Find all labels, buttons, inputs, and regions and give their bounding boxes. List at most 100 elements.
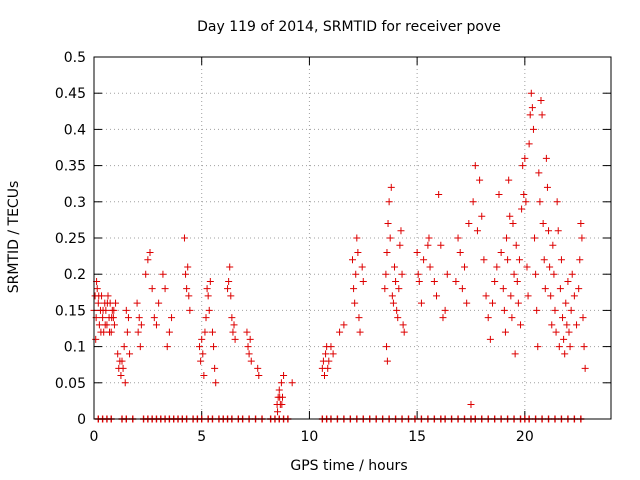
- data-point: [542, 154, 550, 162]
- data-point: [509, 220, 517, 228]
- data-point: [397, 227, 405, 235]
- data-point: [578, 234, 586, 242]
- y-tick-label: 0.35: [55, 159, 86, 175]
- data-point: [526, 111, 534, 119]
- data-point: [513, 277, 521, 285]
- data-point: [353, 234, 361, 242]
- data-point: [507, 292, 515, 300]
- data-point: [137, 321, 145, 329]
- data-point: [504, 256, 512, 264]
- y-tick-label: 0.4: [64, 122, 86, 138]
- data-point: [210, 343, 218, 351]
- data-point: [352, 270, 360, 278]
- data-point: [231, 335, 239, 343]
- data-point: [205, 306, 213, 314]
- data-point: [382, 270, 390, 278]
- data-point: [493, 263, 501, 271]
- data-point: [122, 306, 130, 314]
- data-point: [359, 277, 367, 285]
- data-point: [393, 306, 401, 314]
- data-point: [420, 256, 428, 264]
- data-point: [437, 241, 445, 249]
- data-point: [112, 299, 120, 307]
- data-point: [414, 270, 422, 278]
- data-point: [243, 328, 251, 336]
- data-point: [229, 328, 237, 336]
- data-point: [355, 314, 363, 322]
- data-point: [95, 292, 103, 300]
- y-tick-label: 0.3: [64, 195, 86, 211]
- data-point: [443, 270, 451, 278]
- x-tick-label: 5: [197, 429, 206, 445]
- data-point: [557, 256, 565, 264]
- data-point: [463, 299, 471, 307]
- data-point: [491, 277, 499, 285]
- data-point: [387, 183, 395, 191]
- data-point: [277, 379, 285, 387]
- data-point: [288, 379, 296, 387]
- data-point: [99, 306, 107, 314]
- data-point: [182, 270, 190, 278]
- data-point: [540, 256, 548, 264]
- data-point: [566, 343, 574, 351]
- data-point: [519, 162, 527, 170]
- data-point: [556, 285, 564, 293]
- data-point: [388, 292, 396, 300]
- y-tick-label: 0.15: [55, 303, 86, 319]
- data-point: [425, 234, 433, 242]
- data-point: [206, 277, 214, 285]
- data-point: [524, 292, 532, 300]
- data-point: [555, 343, 563, 351]
- y-axis-label: SRMTID / TECUs: [6, 181, 22, 294]
- data-point: [567, 306, 575, 314]
- data-point: [525, 140, 533, 148]
- data-point: [505, 176, 513, 184]
- data-point: [93, 285, 101, 293]
- data-point: [197, 357, 205, 365]
- y-tick-label: 0.5: [64, 50, 86, 66]
- data-point: [203, 285, 211, 293]
- data-point: [439, 314, 447, 322]
- data-point: [133, 299, 141, 307]
- data-point: [254, 364, 262, 372]
- data-point: [545, 227, 553, 235]
- data-point: [247, 357, 255, 365]
- data-point: [165, 328, 173, 336]
- data-point: [399, 321, 407, 329]
- data-point: [573, 321, 581, 329]
- data-point: [152, 321, 160, 329]
- data-point: [461, 263, 469, 271]
- data-point: [568, 270, 576, 278]
- data-point: [577, 220, 585, 228]
- data-point: [499, 285, 507, 293]
- data-point: [458, 285, 466, 293]
- data-point: [495, 191, 503, 199]
- data-point: [538, 111, 546, 119]
- data-point: [576, 256, 584, 264]
- data-point: [489, 299, 497, 307]
- data-point: [520, 191, 528, 199]
- data-point: [185, 292, 193, 300]
- data-point: [202, 314, 210, 322]
- data-point: [395, 285, 403, 293]
- data-point: [101, 321, 109, 329]
- data-point: [413, 248, 421, 256]
- data-point: [546, 263, 554, 271]
- data-point: [467, 401, 475, 409]
- data-point: [543, 183, 551, 191]
- data-point: [134, 328, 142, 336]
- data-point: [196, 343, 204, 351]
- data-point: [486, 335, 494, 343]
- data-point: [118, 357, 126, 365]
- data-point: [561, 350, 569, 358]
- data-point: [430, 277, 438, 285]
- data-point: [537, 96, 545, 104]
- x-tick-label: 20: [516, 429, 534, 445]
- data-point: [246, 335, 254, 343]
- data-point: [396, 241, 404, 249]
- data-point: [121, 379, 129, 387]
- data-point: [224, 285, 232, 293]
- data-point: [163, 343, 171, 351]
- data-point: [103, 299, 111, 307]
- data-point: [441, 306, 449, 314]
